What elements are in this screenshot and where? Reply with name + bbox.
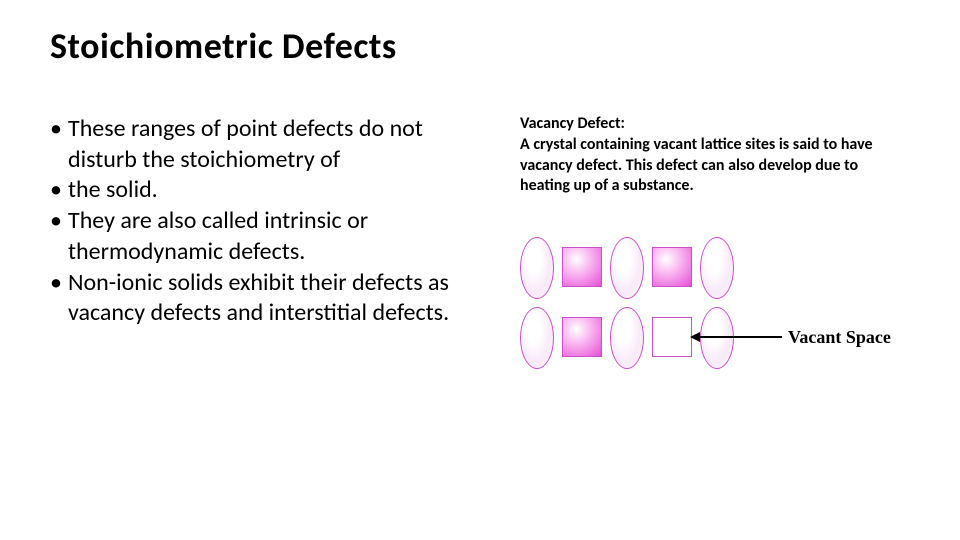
lattice-oval — [520, 237, 554, 299]
bullet-marker: • — [50, 206, 68, 267]
slide: Stoichiometric Defects • These ranges of… — [0, 0, 960, 540]
bullet-item: • the solid. — [50, 175, 490, 206]
vacancy-diagram: Vacant Space — [520, 237, 900, 437]
vacant-space-label: Vacant Space — [788, 327, 891, 348]
bullet-marker: • — [50, 268, 68, 329]
bullet-list: • These ranges of point defects do not d… — [50, 114, 490, 329]
content-columns: • These ranges of point defects do not d… — [50, 114, 910, 437]
slide-title: Stoichiometric Defects — [50, 24, 910, 68]
bullet-marker: • — [50, 175, 68, 206]
bullet-item: • Non-ionic solids exhibit their defects… — [50, 268, 490, 329]
vacancy-description: A crystal containing vacant lattice site… — [520, 135, 910, 197]
bullet-text: These ranges of point defects do not dis… — [68, 114, 490, 175]
bullet-text: the solid. — [68, 175, 490, 206]
vacancy-title: Vacancy Defect: — [520, 114, 910, 135]
arrow-head-icon — [690, 332, 700, 342]
lattice-oval — [520, 307, 554, 369]
left-column: • These ranges of point defects do not d… — [50, 114, 490, 437]
lattice-oval — [610, 237, 644, 299]
arrow-line — [700, 336, 782, 338]
lattice-oval — [610, 307, 644, 369]
right-column: Vacancy Defect: A crystal containing vac… — [520, 114, 910, 437]
bullet-marker: • — [50, 114, 68, 175]
lattice-oval — [700, 307, 734, 369]
lattice-square — [652, 247, 692, 287]
vacant-site — [652, 317, 692, 357]
bullet-text: Non-ionic solids exhibit their defects a… — [68, 268, 490, 329]
bullet-text: They are also called intrinsic or thermo… — [68, 206, 490, 267]
lattice-square — [562, 247, 602, 287]
lattice-square — [562, 317, 602, 357]
bullet-item: • They are also called intrinsic or ther… — [50, 206, 490, 267]
lattice-oval — [700, 237, 734, 299]
bullet-item: • These ranges of point defects do not d… — [50, 114, 490, 175]
